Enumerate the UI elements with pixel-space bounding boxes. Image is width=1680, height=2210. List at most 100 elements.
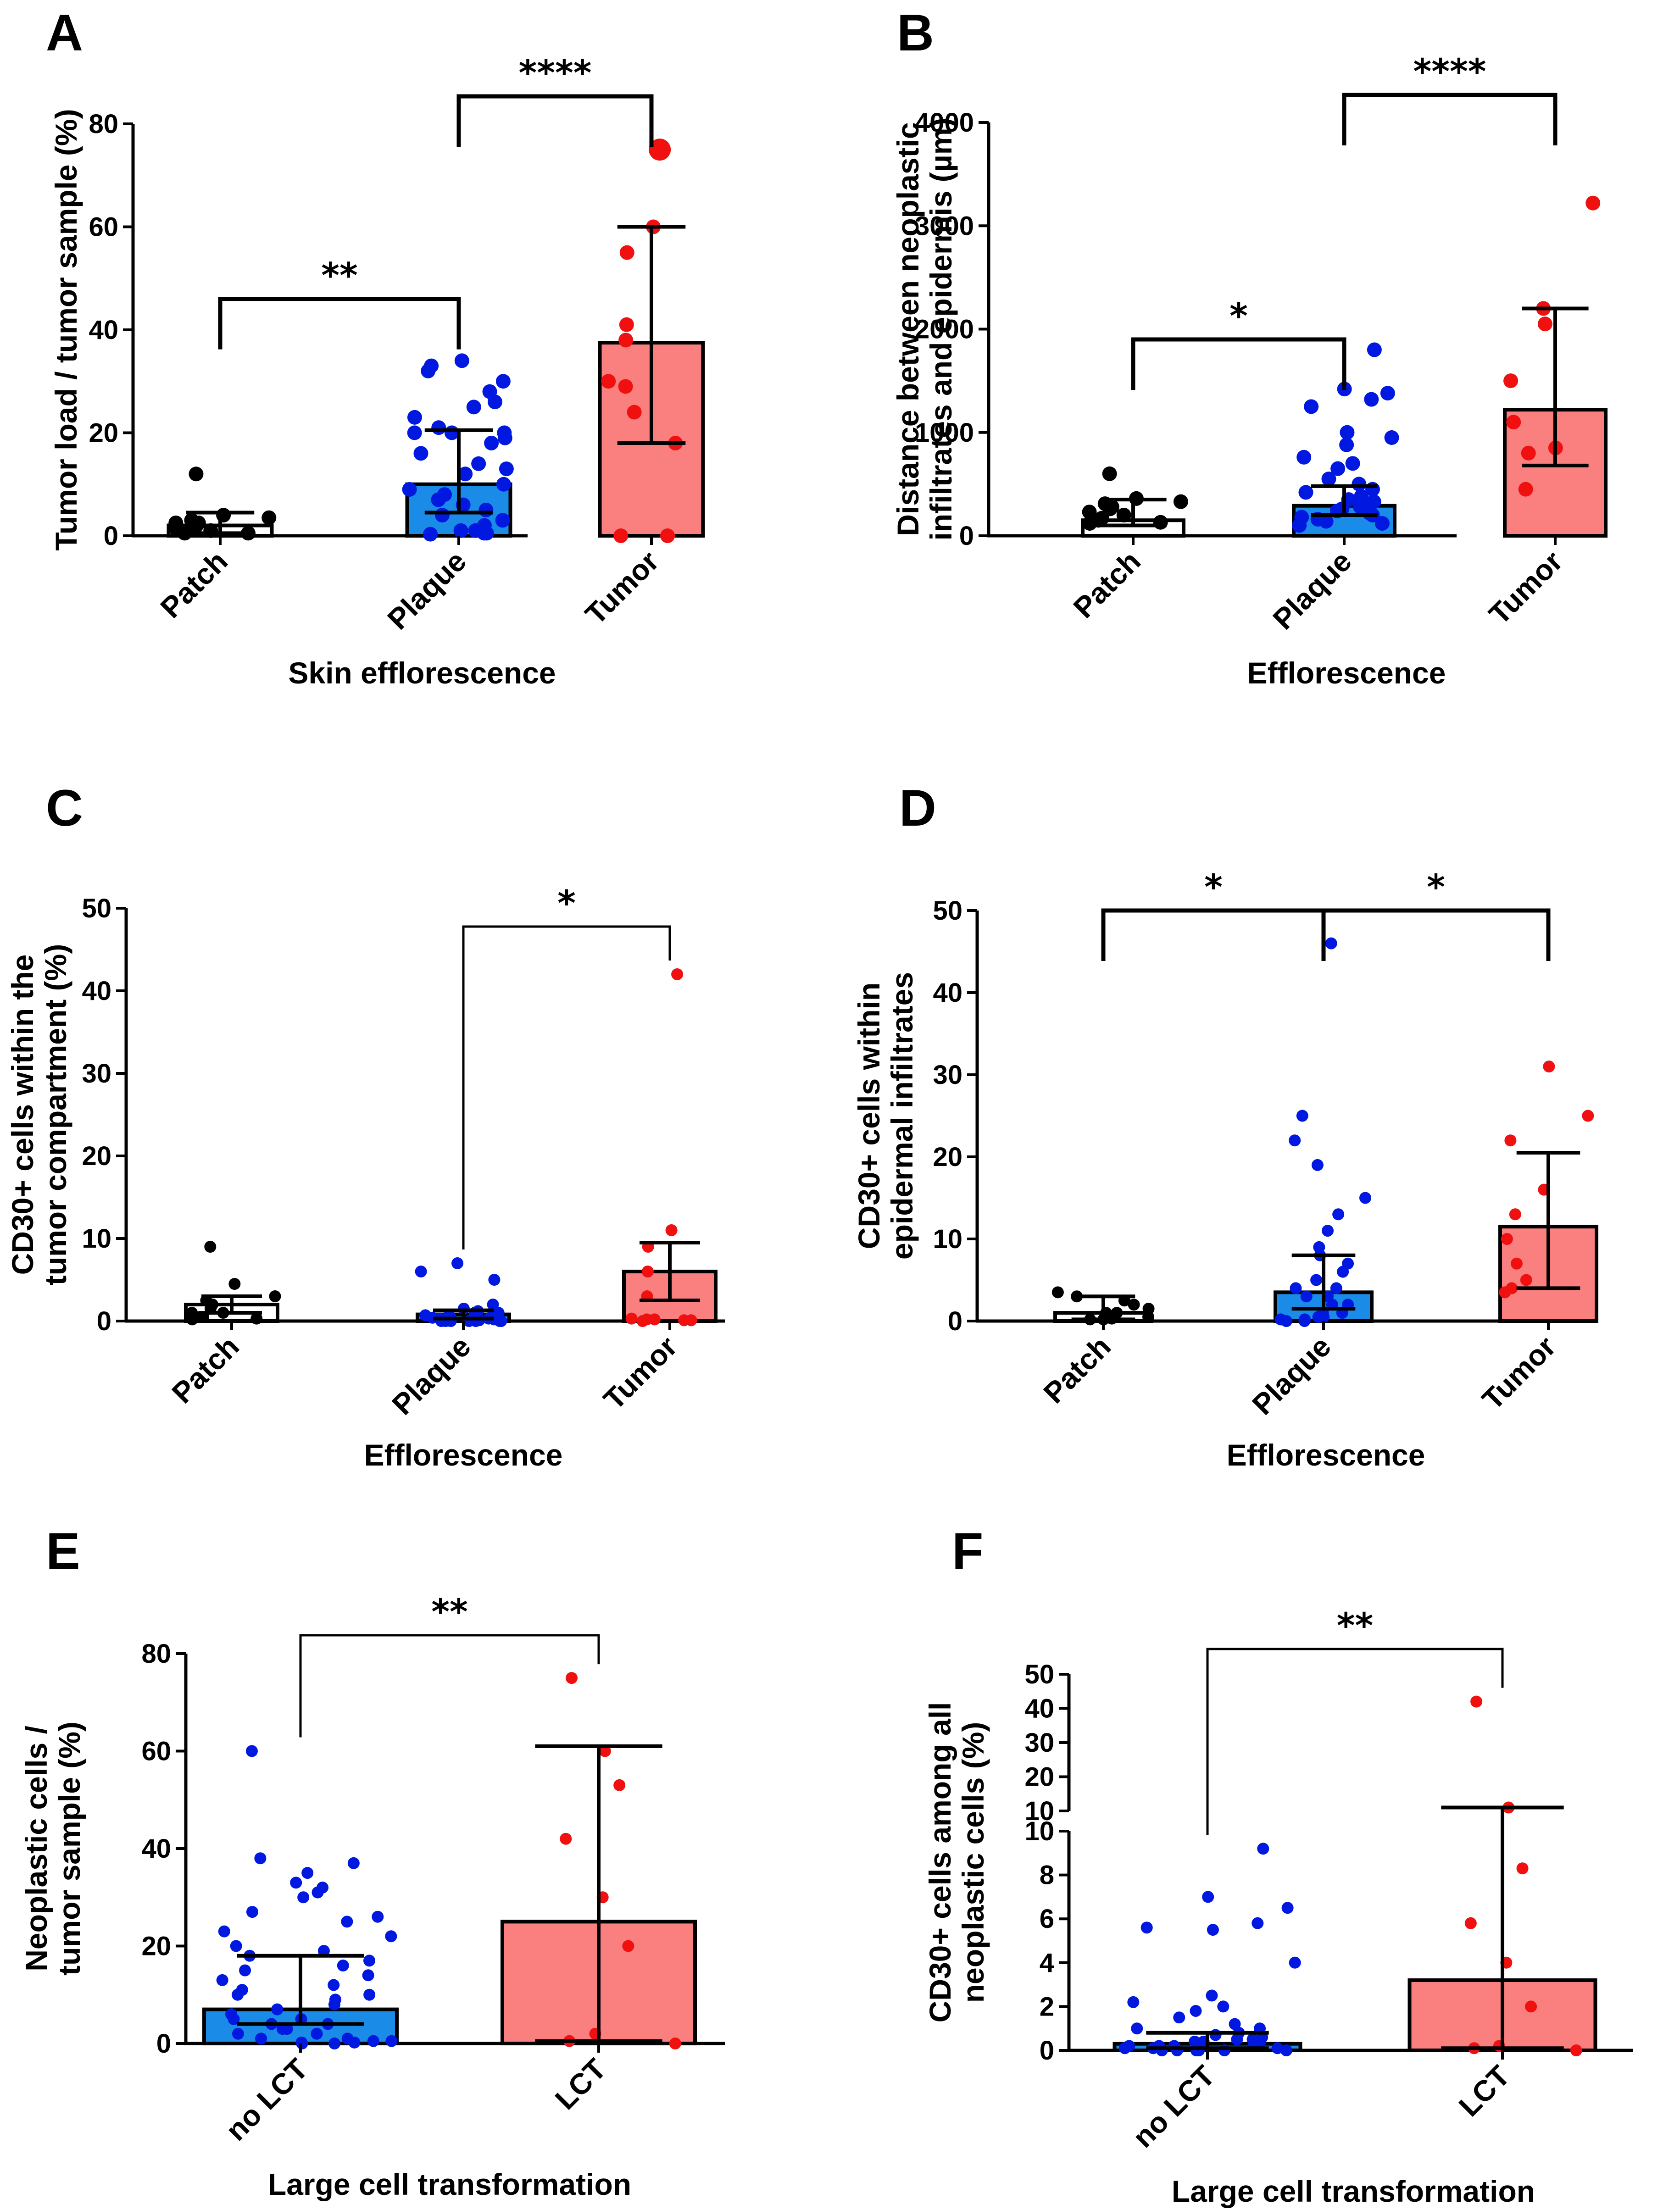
panel-letter: B	[897, 4, 934, 61]
panel-letter: F	[952, 1522, 983, 1580]
data-point	[218, 1925, 230, 1938]
data-point	[1298, 485, 1313, 500]
significance-bracket: *	[1131, 295, 1346, 390]
data-point	[1518, 482, 1533, 497]
data-point	[1345, 456, 1360, 471]
data-point	[407, 425, 422, 440]
data-point	[648, 1313, 661, 1326]
data-point	[317, 1945, 330, 1957]
y-axis-title-line: Distance between neoplastic	[891, 122, 925, 536]
significance-stars: *	[1204, 866, 1223, 907]
y-tick-label: 2	[1040, 1992, 1054, 2021]
data-point	[1252, 1917, 1264, 1929]
significance-bracket: *	[462, 883, 671, 1249]
y-axis-title-line: epidermal infiltrates	[885, 972, 919, 1260]
significance-stars: *	[1229, 295, 1248, 336]
y-tick-label: 10	[1024, 1796, 1054, 1826]
data-point	[204, 1241, 217, 1253]
data-point	[385, 2035, 398, 2047]
y-tick-label: 80	[141, 1639, 171, 1669]
data-point	[453, 523, 468, 538]
data-point	[627, 405, 642, 420]
significance-stars: ****	[1413, 51, 1486, 92]
data-point	[495, 374, 511, 389]
x-axis-title: Skin efflorescence	[288, 656, 556, 690]
data-point	[660, 528, 675, 543]
data-point	[1142, 1311, 1155, 1323]
y-tick-label: 0	[156, 2029, 171, 2059]
x-tick-label: Patch	[1037, 1330, 1117, 1410]
bar-group-lct: LCT	[1407, 1695, 1597, 2123]
data-point	[1173, 494, 1188, 509]
y-tick-label: 40	[89, 315, 118, 345]
data-point	[1525, 2000, 1537, 2013]
x-tick-label: Patch	[154, 544, 234, 624]
significance-stars: *	[557, 883, 576, 923]
data-point	[228, 1278, 241, 1290]
y-tick-label: 30	[933, 1060, 962, 1090]
data-point	[499, 461, 514, 477]
data-point	[203, 523, 218, 538]
data-point	[1506, 415, 1521, 430]
y-axis-title: CD30+ cells within thetumor compartment …	[6, 944, 72, 1285]
bar-group-tumor: Tumor	[1476, 1061, 1598, 1416]
data-point	[1582, 1110, 1594, 1122]
data-point	[1218, 2044, 1230, 2056]
x-axis-title: Efflorescence	[364, 1438, 563, 1472]
data-point	[618, 379, 633, 394]
data-point	[311, 2027, 323, 2040]
data-point	[1281, 1902, 1294, 1914]
data-point	[372, 1910, 384, 1923]
data-point	[246, 1906, 258, 1918]
panel-d: D 0 10 20 30 40 50 CD30+ cells withinepidermal …	[852, 779, 1598, 1472]
data-point	[622, 1940, 634, 1952]
data-point	[1321, 472, 1336, 487]
bar-group-patch: Patch	[1067, 466, 1188, 624]
data-point	[261, 510, 277, 525]
data-point	[641, 1266, 654, 1277]
data-point	[1231, 2033, 1243, 2046]
data-point	[301, 1867, 314, 1879]
data-point	[385, 1930, 397, 1943]
data-point	[478, 502, 494, 517]
data-point	[488, 1274, 501, 1286]
data-point	[1325, 937, 1337, 950]
y-axis-title-line: tumor sample (%)	[52, 1721, 86, 1976]
data-point	[1156, 2044, 1168, 2056]
data-point	[1171, 2044, 1183, 2056]
y-axis-title-line: CD30+ cells within	[852, 983, 886, 1249]
data-point	[1131, 2022, 1143, 2035]
x-tick-label: Plaque	[1267, 544, 1358, 636]
data-point	[297, 1891, 310, 1904]
y-tick-label: 40	[933, 978, 962, 1008]
y-tick-label: 0	[959, 521, 974, 551]
data-point	[421, 363, 436, 378]
data-point	[177, 526, 192, 541]
y-axis-title: Neoplastic cells /tumor sample (%)	[19, 1721, 86, 1976]
data-point	[665, 1224, 678, 1236]
y-tick-label: 50	[933, 896, 962, 926]
significance-bracket: *	[1101, 866, 1326, 961]
data-point	[1280, 2044, 1292, 2056]
data-point	[362, 1969, 374, 1982]
data-point	[477, 526, 492, 541]
data-point	[290, 1877, 302, 1889]
data-point	[1516, 1862, 1529, 1875]
significance-bracket: **	[218, 255, 461, 350]
data-point	[1464, 1917, 1477, 1929]
x-axis-title: Large cell transformation	[268, 2167, 631, 2201]
bracket-line	[218, 297, 461, 350]
data-point	[1190, 2005, 1202, 2017]
data-point	[613, 1779, 626, 1791]
bar-group-tumor: Tumor	[1483, 195, 1608, 631]
data-point	[678, 1314, 690, 1327]
y-tick-label: 0	[104, 521, 118, 551]
bar-group-plaque: Plaque	[1267, 342, 1399, 636]
significance-stars: ****	[519, 52, 592, 93]
data-point	[599, 1745, 611, 1757]
data-point	[271, 2003, 284, 2016]
bracket-line	[1342, 93, 1558, 145]
bracket-line	[1101, 908, 1326, 961]
bracket-line	[299, 1634, 600, 1738]
x-axis-title: Efflorescence	[1227, 1438, 1425, 1472]
